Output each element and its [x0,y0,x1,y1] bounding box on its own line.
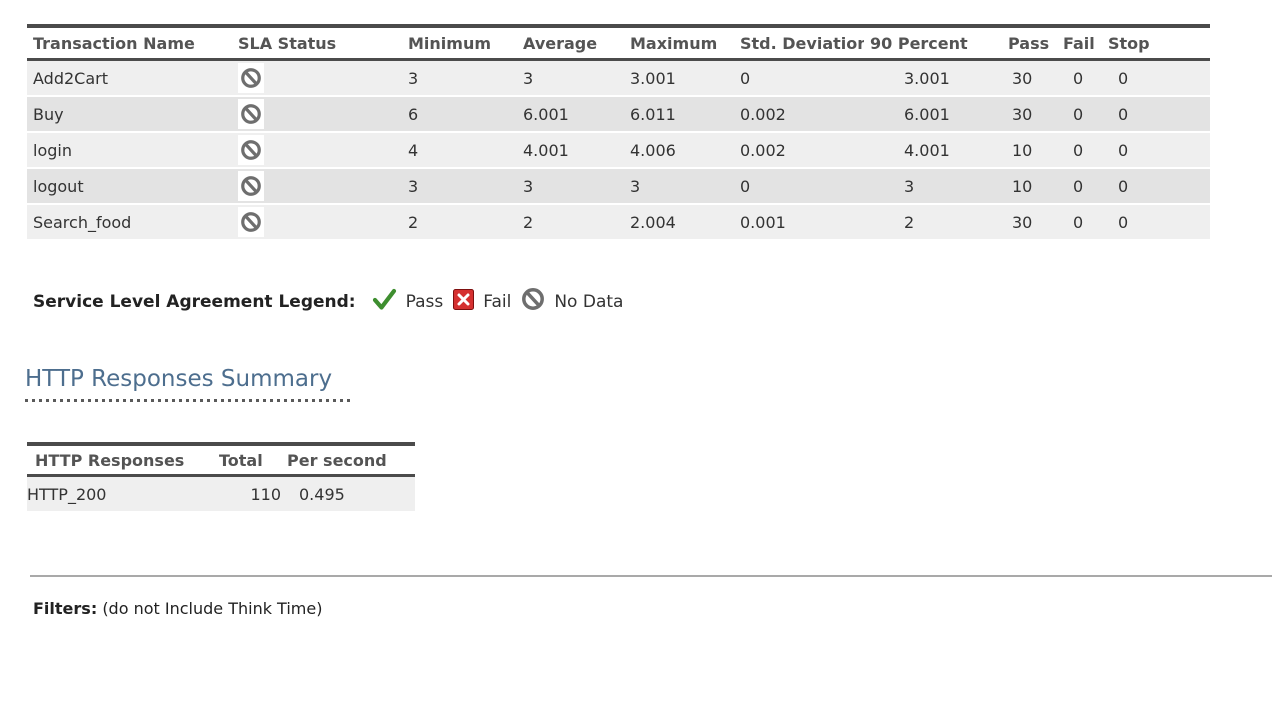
pass-count: 30 [1002,204,1057,241]
maximum-value: 3.001 [624,59,734,97]
col-header-pass: Pass [1002,26,1057,61]
col-header-total: Total [219,444,287,477]
table-header-row: Transaction Name SLA Status Minimum Aver… [27,26,1210,61]
average-value: 3 [517,59,624,97]
x-icon [453,288,475,315]
http-responses-summary-title: HTTP Responses Summary [25,366,333,392]
minimum-value: 6 [402,96,517,133]
no-entry-icon [521,287,545,316]
http-table-row: HTTP_200 110 0.495 [27,475,415,511]
sla-legend-label: Service Level Agreement Legend: [33,291,356,312]
average-value: 6.001 [517,96,624,133]
minimum-value: 3 [402,168,517,205]
90-percent-value: 3.001 [864,59,1002,97]
stop-count: 0 [1102,96,1210,133]
maximum-value: 6.011 [624,96,734,133]
no-entry-icon [238,99,264,129]
fail-count: 0 [1057,204,1102,241]
http-responses-table: HTTP Responses Total Per second HTTP_200… [27,442,415,511]
col-header-fail: Fail [1057,26,1102,61]
pass-count: 10 [1002,168,1057,205]
sla-status-cell [232,168,402,205]
transaction-name: Buy [27,96,232,133]
table-row: logout 3 3 3 0 3 10 0 0 [27,168,1210,205]
maximum-value: 2.004 [624,204,734,241]
filters-line: Filters: (do not Include Think Time) [33,599,1280,618]
legend-fail-label: Fail [483,291,512,312]
pass-count: 10 [1002,132,1057,169]
http-response-per-second: 0.495 [287,475,415,511]
col-header-stop: Stop [1102,26,1210,61]
legend-pass-item: Pass [372,288,444,316]
http-response-total: 110 [219,475,287,511]
90-percent-value: 3 [864,168,1002,205]
table-row: Search_food 2 2 2.004 0.001 2 30 0 0 [27,204,1210,241]
col-header-sla-status: SLA Status [232,26,402,61]
no-entry-icon [238,135,264,165]
minimum-value: 3 [402,59,517,97]
legend-fail-item: Fail [453,288,512,315]
minimum-value: 4 [402,132,517,169]
stop-count: 0 [1102,204,1210,241]
90-percent-value: 4.001 [864,132,1002,169]
no-entry-icon [238,63,264,93]
maximum-value: 4.006 [624,132,734,169]
sla-status-cell [232,132,402,169]
http-table-header-row: HTTP Responses Total Per second [27,444,415,477]
pass-count: 30 [1002,59,1057,97]
col-header-std-deviation: Std. Deviation [734,26,864,61]
transaction-name: logout [27,168,232,205]
std-deviation-value: 0.002 [734,96,864,133]
transaction-name: login [27,132,232,169]
sla-status-cell [232,96,402,133]
sla-legend: Service Level Agreement Legend: Pass Fai… [33,287,1280,316]
col-header-minimum: Minimum [402,26,517,61]
horizontal-divider [30,575,1272,577]
col-header-maximum: Maximum [624,26,734,61]
std-deviation-value: 0.001 [734,204,864,241]
transaction-name: Search_food [27,204,232,241]
http-response-name: HTTP_200 [27,475,219,511]
col-header-transaction-name: Transaction Name [27,26,232,61]
table-row: Add2Cart 3 3 3.001 0 3.001 30 0 0 [27,59,1210,97]
col-header-http-responses: HTTP Responses [27,444,219,477]
fail-count: 0 [1057,96,1102,133]
no-entry-icon [238,171,264,201]
fail-count: 0 [1057,168,1102,205]
average-value: 2 [517,204,624,241]
col-header-90-percent: 90 Percent [864,26,1002,61]
90-percent-value: 6.001 [864,96,1002,133]
col-header-average: Average [517,26,624,61]
sla-status-cell [232,204,402,241]
fail-count: 0 [1057,59,1102,97]
sla-status-cell [232,59,402,97]
table-row: Buy 6 6.001 6.011 0.002 6.001 30 0 0 [27,96,1210,133]
stop-count: 0 [1102,168,1210,205]
std-deviation-value: 0 [734,168,864,205]
table-row: login 4 4.001 4.006 0.002 4.001 10 0 0 [27,132,1210,169]
legend-pass-label: Pass [405,291,444,312]
no-entry-icon [238,207,264,237]
std-deviation-value: 0.002 [734,132,864,169]
stop-count: 0 [1102,132,1210,169]
filters-label: Filters: [33,599,98,618]
maximum-value: 3 [624,168,734,205]
pass-count: 30 [1002,96,1057,133]
average-value: 4.001 [517,132,624,169]
90-percent-value: 2 [864,204,1002,241]
fail-count: 0 [1057,132,1102,169]
legend-no-data-label: No Data [554,291,624,312]
filters-value: (do not Include Think Time) [102,599,323,618]
transaction-summary-table: Transaction Name SLA Status Minimum Aver… [27,24,1210,241]
transaction-name: Add2Cart [27,59,232,97]
average-value: 3 [517,168,624,205]
stop-count: 0 [1102,59,1210,97]
minimum-value: 2 [402,204,517,241]
std-deviation-value: 0 [734,59,864,97]
check-icon [372,288,397,316]
section-title-dotted-underline [25,399,353,402]
report-page: Transaction Name SLA Status Minimum Aver… [25,24,1280,618]
col-header-per-second: Per second [287,444,415,477]
legend-no-data-item: No Data [521,287,623,316]
